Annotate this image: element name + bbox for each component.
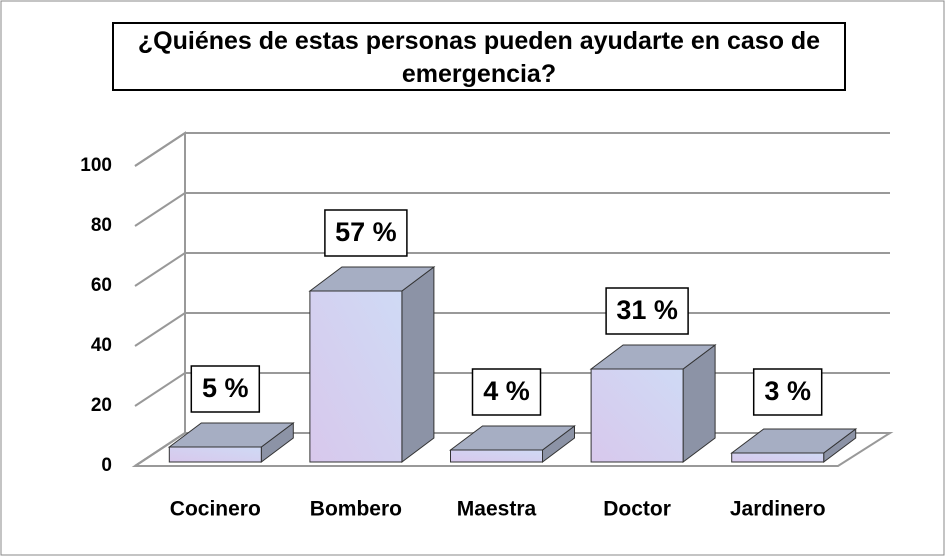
bar: [731, 452, 825, 463]
chart-title: ¿Quiénes de estas personas pueden ayudar…: [112, 22, 846, 91]
y-tick-label: 60: [91, 275, 112, 296]
value-label-box: [752, 368, 823, 416]
x-tick-label: Cocinero: [170, 498, 261, 521]
grid-line: [134, 132, 890, 167]
value-label: 5 %: [202, 373, 249, 403]
value-label: 3 %: [764, 376, 811, 406]
value-label: 57 %: [335, 217, 397, 247]
bar: [450, 449, 543, 463]
value-label: 4 %: [483, 376, 530, 406]
y-tick-label: 20: [91, 395, 112, 416]
x-tick-label: Maestra: [457, 498, 537, 521]
x-tick-label: Jardinero: [730, 498, 826, 521]
bar: [309, 290, 403, 463]
grid-line: [134, 252, 890, 287]
bar-side: [401, 266, 435, 463]
y-tick-label: 100: [80, 155, 112, 176]
y-tick-label: 80: [91, 215, 112, 236]
bar: [168, 446, 262, 463]
x-tick-label: Bombero: [310, 498, 402, 521]
grid-line: [134, 192, 890, 227]
value-label-box: [190, 365, 261, 413]
y-tick-label: 0: [101, 455, 112, 476]
value-label: 31 %: [616, 295, 678, 325]
value-label-box: [324, 209, 408, 257]
value-label-box: [605, 287, 689, 335]
y-tick-label: 40: [91, 335, 112, 356]
value-label-box: [471, 368, 542, 416]
bar: [590, 368, 684, 463]
x-tick-label: Doctor: [603, 498, 671, 521]
